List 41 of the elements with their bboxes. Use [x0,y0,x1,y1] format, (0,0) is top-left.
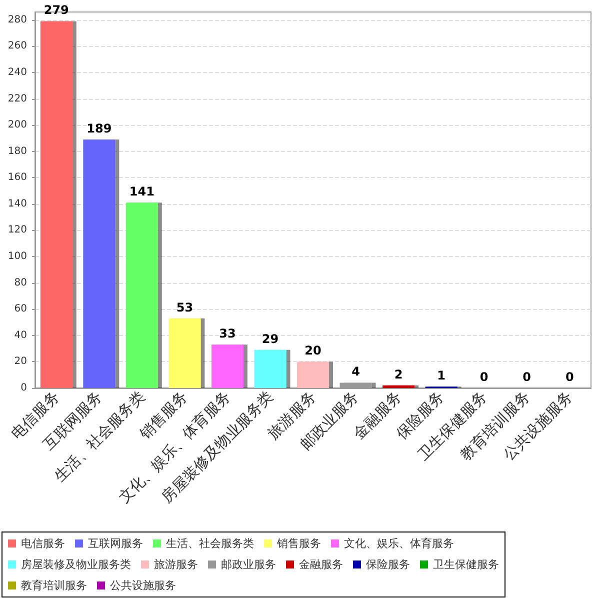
legend-label: 旅游服务 [154,558,198,571]
legend-label: 生活、社会服务类 [166,537,254,550]
legend-label: 卫生保健服务 [433,558,499,571]
data-label: 4 [352,364,360,379]
y-tick-label: 20 [14,356,27,368]
legend-label: 房屋装修及物业服务类 [21,558,131,571]
y-tick-label: 140 [8,198,27,210]
data-label: 53 [176,300,194,314]
y-tick-label: 80 [14,277,27,288]
y-tick-label: 200 [8,120,27,131]
data-label: 0 [565,370,574,384]
y-tick-label: 260 [8,40,27,52]
y-tick-label: 60 [14,304,27,315]
data-label: 2 [394,367,403,382]
legend-label: 保险服务 [366,558,410,571]
data-label: 29 [262,332,279,346]
data-label: 0 [522,370,532,384]
legend-label: 电信服务 [21,537,65,550]
y-tick-label: 240 [8,66,27,78]
legend-label: 公共设施服务 [110,579,176,592]
y-tick-label: 40 [14,330,27,341]
data-label: 141 [129,184,154,199]
y-tick-label: 180 [8,146,27,157]
y-tick-label: 100 [8,251,27,262]
data-label: 189 [86,122,112,136]
legend-label: 金融服务 [299,558,343,571]
y-tick-label: 280 [8,14,27,26]
legend-label: 文化、娱乐、体育服务 [344,537,454,550]
legend-label: 邮政业服务 [221,558,276,571]
y-tick-label: 220 [8,93,27,104]
y-tick-label: 160 [8,172,27,184]
legend-label: 销售服务 [276,537,321,550]
data-label: 0 [480,370,488,384]
y-tick-label: 120 [8,224,27,236]
y-tick-label: 0 [20,382,27,394]
data-label: 279 [44,3,69,18]
data-label: 20 [304,344,322,358]
legend-label: 互联网服务 [88,537,143,550]
data-label: 1 [437,368,446,383]
legend-label: 教育培训服务 [21,579,87,592]
data-label: 33 [219,326,236,341]
